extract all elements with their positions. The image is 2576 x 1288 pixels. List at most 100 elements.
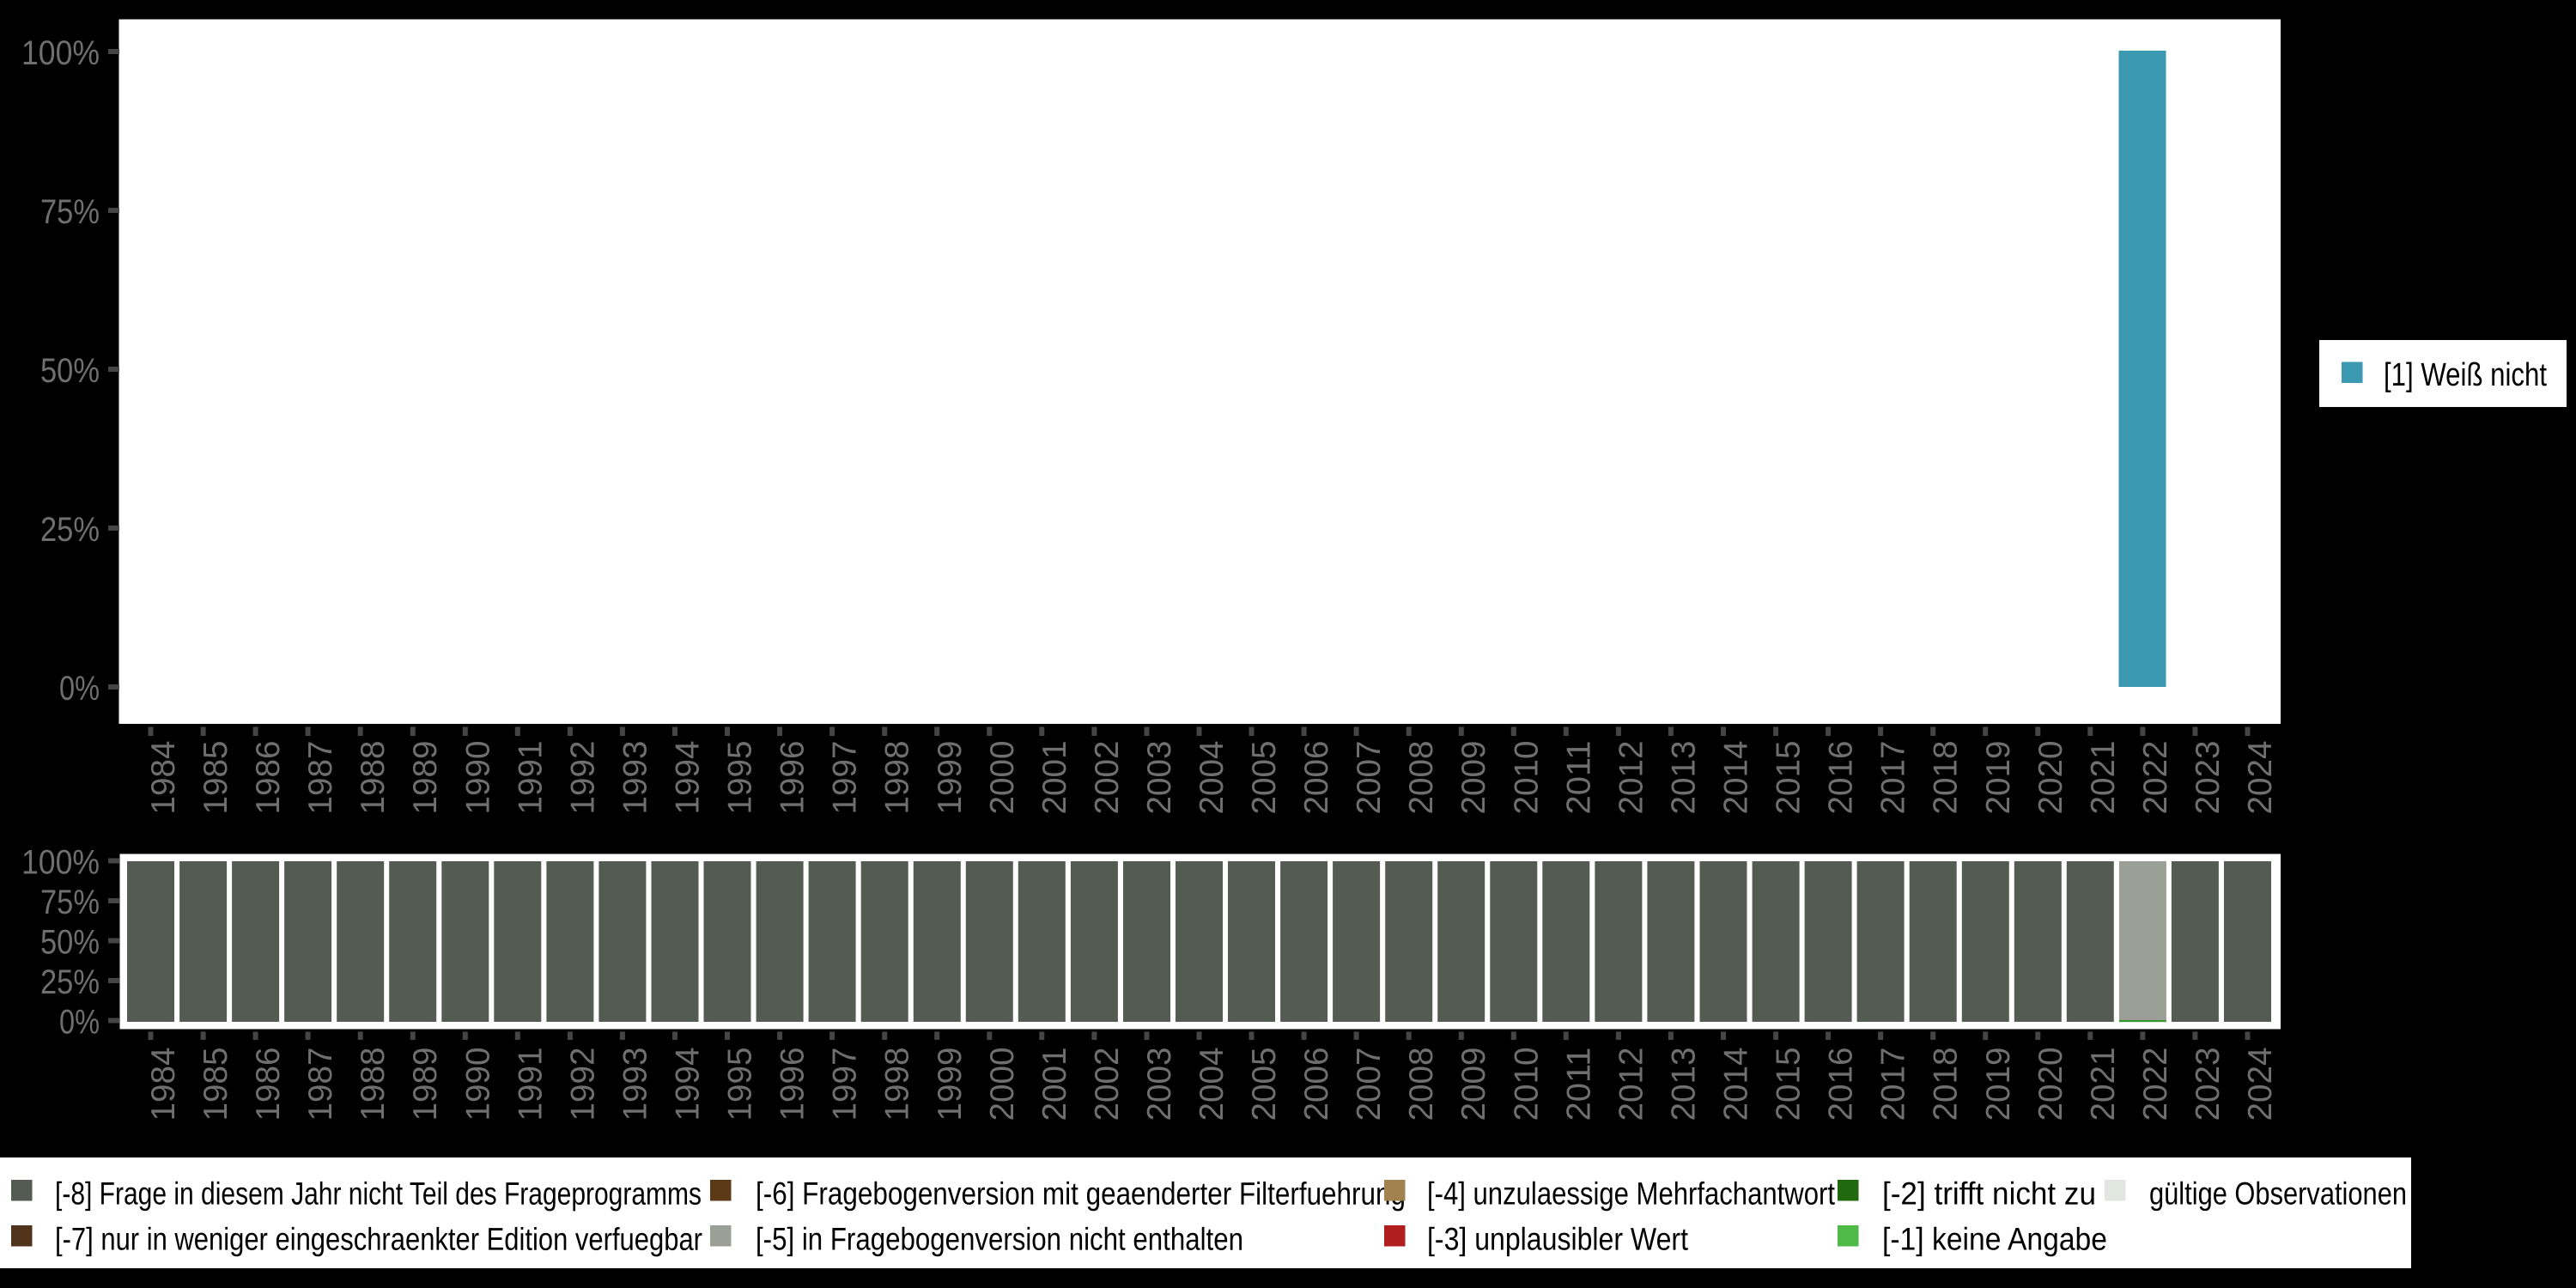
svg-text:2014: 2014	[1718, 1048, 1755, 1121]
svg-text:1998: 1998	[879, 741, 916, 815]
svg-text:2023: 2023	[2190, 1048, 2227, 1121]
svg-text:1991: 1991	[512, 741, 549, 815]
svg-text:2023: 2023	[2190, 741, 2227, 815]
svg-text:0%: 0%	[59, 670, 100, 708]
svg-text:2018: 2018	[1928, 741, 1965, 815]
svg-text:1993: 1993	[617, 741, 653, 815]
svg-text:1992: 1992	[564, 1048, 601, 1121]
svg-text:1996: 1996	[775, 1048, 811, 1121]
svg-text:[-3] unplausibler Wert: [-3] unplausibler Wert	[1427, 1222, 1689, 1257]
svg-text:1991: 1991	[512, 1048, 549, 1121]
svg-text:2003: 2003	[1141, 1048, 1178, 1121]
svg-text:50%: 50%	[40, 352, 100, 390]
svg-text:1999: 1999	[932, 1048, 969, 1121]
svg-text:1987: 1987	[302, 741, 339, 815]
svg-text:1998: 1998	[879, 1048, 916, 1121]
svg-text:1997: 1997	[827, 1048, 864, 1121]
svg-text:100%: 100%	[21, 843, 100, 881]
svg-text:2006: 2006	[1298, 1048, 1335, 1121]
svg-text:2006: 2006	[1298, 741, 1335, 815]
svg-text:2000: 2000	[984, 1048, 1021, 1121]
svg-text:1988: 1988	[355, 741, 392, 815]
svg-text:1999: 1999	[932, 741, 969, 815]
svg-text:2022: 2022	[2137, 1048, 2174, 1121]
svg-text:gültige Observationen: gültige Observationen	[2149, 1176, 2407, 1212]
svg-text:2013: 2013	[1665, 740, 1702, 814]
svg-text:[-6] Fragebogenversion mit gea: [-6] Fragebogenversion mit geaenderter F…	[756, 1176, 1406, 1212]
svg-text:2011: 2011	[1560, 1048, 1597, 1121]
svg-text:2024: 2024	[2242, 741, 2279, 815]
svg-text:2022: 2022	[2137, 741, 2174, 815]
svg-text:[-4] unzulaessige Mehrfachantw: [-4] unzulaessige Mehrfachantwort	[1427, 1176, 1836, 1212]
svg-text:2001: 2001	[1036, 1048, 1073, 1121]
svg-text:1994: 1994	[670, 741, 707, 815]
svg-text:[-7] nur in weniger eingeschra: [-7] nur in weniger eingeschraenkter Edi…	[55, 1222, 702, 1257]
svg-text:1988: 1988	[355, 1048, 392, 1121]
svg-text:1997: 1997	[827, 741, 864, 815]
svg-text:2017: 2017	[1875, 741, 1912, 815]
svg-text:1986: 1986	[250, 1048, 287, 1121]
svg-text:2011: 2011	[1560, 741, 1597, 815]
svg-text:1996: 1996	[775, 741, 811, 815]
svg-text:2010: 2010	[1508, 1048, 1545, 1121]
svg-text:2000: 2000	[984, 741, 1021, 815]
svg-text:2019: 2019	[1980, 1048, 2017, 1121]
svg-text:1987: 1987	[302, 1048, 339, 1121]
svg-text:1993: 1993	[617, 1048, 653, 1121]
svg-text:1984: 1984	[145, 1048, 182, 1121]
svg-text:2020: 2020	[2032, 1048, 2069, 1121]
svg-text:2013: 2013	[1665, 1047, 1702, 1121]
svg-text:[1] Weiß nicht: [1] Weiß nicht	[2384, 357, 2547, 393]
svg-text:[-1] keine Angabe: [-1] keine Angabe	[1882, 1222, 2107, 1257]
svg-text:2012: 2012	[1613, 1048, 1649, 1121]
svg-text:2004: 2004	[1194, 1048, 1230, 1121]
svg-text:1990: 1990	[459, 1048, 496, 1121]
svg-text:2021: 2021	[2085, 741, 2122, 815]
svg-text:2024: 2024	[2242, 1048, 2279, 1121]
svg-text:2005: 2005	[1246, 1048, 1283, 1121]
svg-text:2020: 2020	[2032, 741, 2069, 815]
svg-text:100%: 100%	[21, 34, 100, 72]
svg-text:1989: 1989	[407, 1048, 444, 1121]
svg-text:75%: 75%	[40, 193, 100, 231]
svg-text:1995: 1995	[722, 1048, 759, 1121]
svg-text:2012: 2012	[1613, 741, 1649, 815]
svg-text:1986: 1986	[250, 741, 287, 815]
svg-text:2016: 2016	[1823, 1048, 1860, 1121]
svg-text:2016: 2016	[1823, 741, 1860, 815]
svg-text:2007: 2007	[1351, 741, 1388, 815]
svg-text:1992: 1992	[564, 741, 601, 815]
svg-text:25%: 25%	[40, 963, 100, 1001]
svg-text:2005: 2005	[1246, 741, 1283, 815]
svg-text:1985: 1985	[197, 741, 234, 815]
svg-text:1984: 1984	[145, 741, 182, 815]
svg-text:2015: 2015	[1771, 1048, 1807, 1121]
svg-text:1995: 1995	[722, 741, 759, 815]
svg-text:0%: 0%	[59, 1003, 100, 1041]
svg-text:1989: 1989	[407, 741, 444, 815]
svg-text:[-2] trifft nicht zu: [-2] trifft nicht zu	[1882, 1176, 2096, 1212]
svg-text:2004: 2004	[1194, 741, 1230, 815]
svg-text:2017: 2017	[1875, 1048, 1912, 1121]
svg-text:2001: 2001	[1036, 741, 1073, 815]
svg-text:2008: 2008	[1403, 741, 1440, 815]
svg-text:[-5] in Fragebogenversion nich: [-5] in Fragebogenversion nicht enthalte…	[756, 1222, 1243, 1257]
svg-text:2009: 2009	[1455, 1048, 1492, 1121]
svg-text:2002: 2002	[1089, 1048, 1126, 1121]
svg-text:2003: 2003	[1141, 741, 1178, 815]
svg-text:1994: 1994	[670, 1048, 707, 1121]
svg-text:[-8] Frage in diesem Jahr nich: [-8] Frage in diesem Jahr nicht Teil des…	[55, 1176, 702, 1212]
svg-text:2018: 2018	[1928, 1048, 1965, 1121]
svg-text:2008: 2008	[1403, 1048, 1440, 1121]
svg-text:25%: 25%	[40, 511, 100, 549]
svg-text:2015: 2015	[1771, 741, 1807, 815]
svg-text:1985: 1985	[197, 1048, 234, 1121]
svg-text:2009: 2009	[1455, 741, 1492, 815]
svg-text:2010: 2010	[1508, 741, 1545, 815]
svg-text:2007: 2007	[1351, 1048, 1388, 1121]
svg-text:50%: 50%	[40, 923, 100, 961]
svg-text:2021: 2021	[2085, 1048, 2122, 1121]
svg-text:2002: 2002	[1089, 741, 1126, 815]
svg-text:1990: 1990	[459, 741, 496, 815]
svg-text:75%: 75%	[40, 884, 100, 921]
